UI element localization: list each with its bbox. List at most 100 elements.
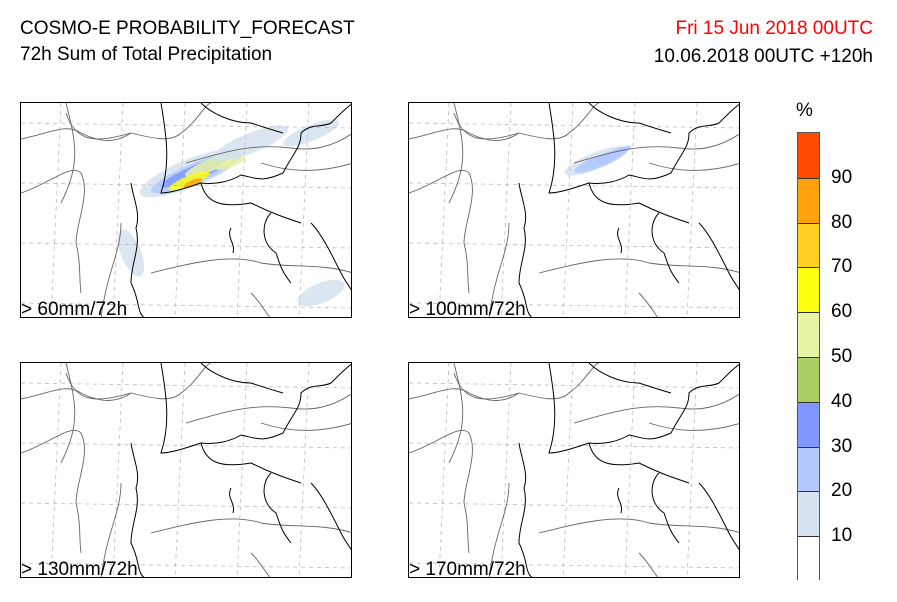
river <box>453 112 520 140</box>
river <box>260 162 351 171</box>
border-coastline <box>229 487 235 514</box>
map-panel-170mm: > 170mm/72h <box>408 362 740 578</box>
border-coastline <box>263 212 292 284</box>
colorbar-tick-label: 40 <box>831 390 853 412</box>
river <box>185 393 351 424</box>
river <box>518 363 600 400</box>
gridline <box>562 363 574 577</box>
river <box>448 103 464 204</box>
figure-title: COSMO-E PROBABILITY_FORECAST <box>20 18 355 39</box>
river <box>409 429 473 554</box>
precip-probability-area <box>297 279 345 307</box>
precip-probability-area <box>117 229 145 277</box>
gridline <box>409 502 739 509</box>
gridline <box>21 502 351 509</box>
river <box>60 363 76 464</box>
border-coastline <box>588 363 672 394</box>
border-coastline <box>617 227 623 254</box>
gridline <box>50 363 62 577</box>
gridline <box>438 363 450 577</box>
river <box>648 162 739 171</box>
river <box>488 482 510 577</box>
border-coastline <box>651 472 680 544</box>
colorbar-tick-label: 70 <box>831 256 853 278</box>
river <box>100 222 122 317</box>
river <box>21 169 85 294</box>
precip-probability-area <box>168 171 210 191</box>
gridline <box>624 103 636 317</box>
map-panel-130mm: > 130mm/72h <box>20 362 352 578</box>
valid-time: Fri 15 Jun 2018 00UTC <box>675 18 874 39</box>
threshold-label: > 60mm/72h <box>21 299 128 318</box>
border-coastline <box>310 222 351 291</box>
colorbar-bin <box>798 177 819 223</box>
border-coastline <box>160 103 351 194</box>
colorbar-tick-label: 90 <box>831 166 853 188</box>
border-coastline <box>698 222 739 291</box>
river <box>21 429 85 554</box>
border-coastline <box>518 442 533 577</box>
colorbar-tick-label: 30 <box>831 435 853 457</box>
colorbar-unit: % <box>796 100 813 121</box>
border-coastline <box>518 182 533 317</box>
figure-subtitle: 72h Sum of Total Precipitation <box>20 44 273 65</box>
border-coastline <box>310 482 351 551</box>
colorbar-tick-label: 20 <box>831 480 853 502</box>
river <box>21 388 132 401</box>
gridline <box>438 103 450 317</box>
border-coastline <box>130 442 145 577</box>
river <box>573 393 739 424</box>
river <box>409 388 520 401</box>
river <box>21 128 132 141</box>
map <box>21 363 351 577</box>
border-coastline <box>651 212 680 284</box>
colorbar <box>797 132 820 581</box>
precip-probability-area <box>600 145 632 160</box>
gridline <box>174 363 186 577</box>
border-coastline <box>130 182 145 317</box>
gridline <box>21 242 351 249</box>
river <box>518 103 600 140</box>
precip-probability-area <box>183 178 203 188</box>
river <box>130 103 212 140</box>
border-coastline <box>160 363 351 454</box>
river <box>65 372 132 400</box>
river <box>453 372 520 400</box>
border-coastline <box>588 182 690 224</box>
river <box>185 133 351 164</box>
threshold-label: > 170mm/72h <box>409 559 526 578</box>
colorbar-bin <box>798 267 819 313</box>
colorbar-tick-label: 50 <box>831 346 853 367</box>
map <box>21 103 351 317</box>
gridline <box>624 363 636 577</box>
river <box>538 258 739 274</box>
river <box>250 292 271 317</box>
colorbar-bin <box>798 401 819 447</box>
river <box>60 103 76 204</box>
river <box>250 552 271 577</box>
border-coastline <box>548 103 739 194</box>
colorbar-bin <box>798 491 819 537</box>
river <box>488 222 510 317</box>
river <box>573 133 739 164</box>
river <box>448 363 464 464</box>
river <box>638 552 659 577</box>
threshold-label: > 100mm/72h <box>409 299 526 318</box>
border-coastline <box>588 442 690 484</box>
colorbar-bin <box>798 536 819 581</box>
river <box>150 518 351 534</box>
river <box>150 258 351 274</box>
precip-probability-area <box>216 155 246 171</box>
map <box>409 103 739 317</box>
colorbar-bin <box>798 446 819 492</box>
border-coastline <box>588 103 672 134</box>
river <box>638 292 659 317</box>
gridline <box>50 103 62 317</box>
gridline <box>562 103 574 317</box>
river <box>538 518 739 534</box>
colorbar-tick-label: 60 <box>831 301 853 323</box>
gridline <box>409 242 739 249</box>
border-coastline <box>229 227 235 254</box>
colorbar-tick-label: 80 <box>831 211 853 233</box>
